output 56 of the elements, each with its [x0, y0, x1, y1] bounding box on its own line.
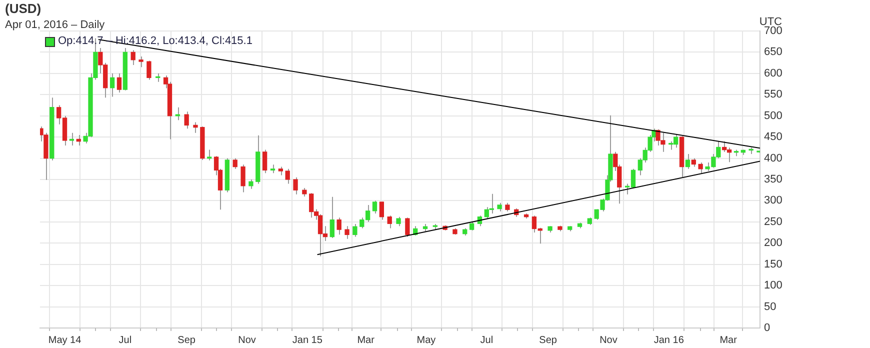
- x-tick-label: Jul: [118, 334, 132, 346]
- y-tick-label: 550: [764, 88, 782, 101]
- candlestick: [330, 196, 334, 239]
- candlestick: [387, 215, 392, 229]
- x-tick-label: Mar: [720, 334, 738, 346]
- y-tick-label: 50: [764, 300, 776, 313]
- y-tick-label: 300: [764, 194, 782, 207]
- y-tick-label: 150: [764, 258, 782, 270]
- y-tick-label: 0: [764, 322, 770, 334]
- y-tick-label: 600: [764, 67, 782, 80]
- y-tick-label: 700: [764, 25, 782, 38]
- y-tick-label: 200: [764, 237, 782, 250]
- x-tick-label: Jan 15: [292, 334, 323, 346]
- y-tick-label: 650: [764, 46, 782, 58]
- x-tick-label: May 14: [48, 334, 82, 346]
- candlestick: [396, 216, 401, 227]
- candlestick: [344, 226, 350, 240]
- candlestick: [372, 200, 378, 214]
- candlestick: [285, 168, 290, 184]
- x-tick-label: Jul: [480, 334, 494, 346]
- candlestick: [130, 50, 136, 66]
- candlestick: [698, 162, 703, 174]
- x-tick-label: Mar: [357, 334, 376, 346]
- chart-title: (USD): [5, 1, 42, 16]
- x-tick-label: Nov: [600, 334, 618, 346]
- candlestick: [116, 72, 122, 94]
- y-tick-label: 100: [764, 280, 782, 292]
- y-tick-label: 250: [764, 216, 782, 228]
- candlestick: [248, 179, 254, 190]
- candlestick: [293, 176, 298, 195]
- candlestick: [685, 154, 690, 170]
- candlestick: [352, 224, 358, 238]
- x-tick-label: Sep: [539, 334, 558, 346]
- x-tick-label: May: [416, 334, 436, 346]
- y-tick-label: 350: [764, 174, 782, 186]
- candlestick: [262, 149, 268, 174]
- candlestick: [110, 72, 115, 98]
- candlestick: [193, 122, 198, 134]
- x-tick-label: Sep: [178, 334, 196, 346]
- chart-subtitle: Apr 01, 2016 – Daily: [5, 19, 105, 31]
- y-tick-label: 400: [764, 152, 782, 164]
- candlestick: [240, 164, 246, 193]
- candlestick: [336, 217, 342, 236]
- candlestick: [146, 60, 152, 80]
- candlestick: [184, 111, 189, 130]
- y-tick-label: 450: [764, 131, 782, 144]
- x-tick-label: Nov: [238, 334, 256, 346]
- candlestick: [405, 217, 410, 238]
- x-tick-label: Jan 16: [654, 334, 684, 346]
- candlestick: [207, 149, 212, 161]
- candlestick: [232, 158, 238, 170]
- candlestick: [138, 56, 144, 68]
- y-tick-label: 500: [764, 110, 782, 122]
- annotation: Op:414.7 – Hi:416.2, Lo:413.4, Cl:415.1: [58, 35, 252, 47]
- candlestick: [69, 132, 74, 146]
- candlestick: [379, 201, 384, 220]
